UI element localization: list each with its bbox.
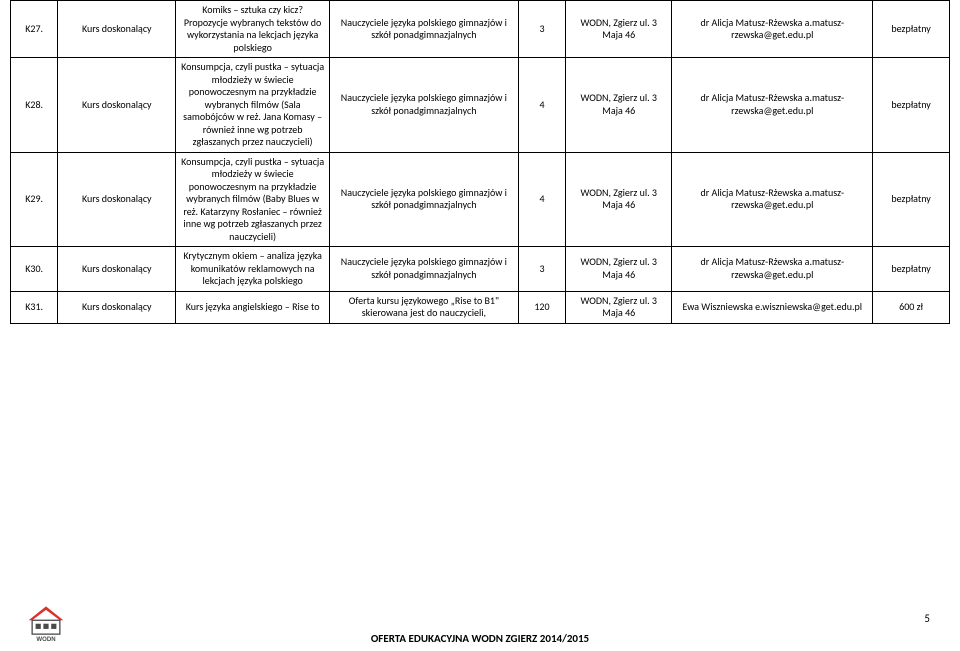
cell-type: Kurs doskonalący [58, 152, 176, 247]
cell-contact: dr Alicja Matusz-Rżewska a.matusz-rzewsk… [672, 152, 873, 247]
cell-contact: dr Alicja Matusz-Rżewska a.matusz-rzewsk… [672, 247, 873, 292]
cell-contact: dr Alicja Matusz-Rżewska a.matusz-rzewsk… [672, 58, 873, 153]
cell-loc: WODN, Zgierz ul. 3 Maja 46 [566, 58, 672, 153]
cell-loc: WODN, Zgierz ul. 3 Maja 46 [566, 291, 672, 323]
svg-text:WODN: WODN [36, 637, 55, 643]
course-table: K27.Kurs doskonalącyKomiks – sztuka czy … [10, 0, 950, 324]
cell-desc: Konsumpcja, czyli pustka – sytuacja młod… [176, 58, 330, 153]
cell-loc: WODN, Zgierz ul. 3 Maja 46 [566, 247, 672, 292]
cell-price: bezpłatny [873, 1, 950, 58]
cell-type: Kurs doskonalący [58, 58, 176, 153]
cell-hours: 4 [518, 58, 565, 153]
cell-code: K31. [11, 291, 58, 323]
cell-target: Nauczyciele języka polskiego gimnazjów i… [329, 58, 518, 153]
cell-target: Oferta kursu językowego „Rise to B1" ski… [329, 291, 518, 323]
table-row: K28.Kurs doskonalącyKonsumpcja, czyli pu… [11, 58, 950, 153]
cell-desc: Konsumpcja, czyli pustka – sytuacja młod… [176, 152, 330, 247]
cell-hours: 3 [518, 1, 565, 58]
cell-price: 600 zł [873, 291, 950, 323]
page-number: 5 [924, 612, 930, 625]
cell-desc: Kurs języka angielskiego – Rise to [176, 291, 330, 323]
cell-loc: WODN, Zgierz ul. 3 Maja 46 [566, 1, 672, 58]
cell-type: Kurs doskonalący [58, 247, 176, 292]
cell-desc: Krytycznym okiem – analiza języka komuni… [176, 247, 330, 292]
cell-type: Kurs doskonalący [58, 291, 176, 323]
cell-code: K30. [11, 247, 58, 292]
footer: OFERTA EDUKACYJNA WODN ZGIERZ 2014/2015 [0, 632, 960, 645]
table-row: K30.Kurs doskonalącyKrytycznym okiem – a… [11, 247, 950, 292]
cell-hours: 3 [518, 247, 565, 292]
wodn-logo: WODN [20, 601, 72, 643]
cell-hours: 4 [518, 152, 565, 247]
cell-target: Nauczyciele języka polskiego gimnazjów i… [329, 247, 518, 292]
cell-desc: Komiks – sztuka czy kicz? Propozycje wyb… [176, 1, 330, 58]
cell-hours: 120 [518, 291, 565, 323]
cell-code: K28. [11, 58, 58, 153]
cell-target: Nauczyciele języka polskiego gimnazjów i… [329, 152, 518, 247]
cell-code: K27. [11, 1, 58, 58]
footer-title: OFERTA EDUKACYJNA WODN ZGIERZ 2014/2015 [0, 632, 960, 645]
cell-contact: dr Alicja Matusz-Rżewska a.matusz-rzewsk… [672, 1, 873, 58]
cell-price: bezpłatny [873, 58, 950, 153]
cell-contact: Ewa Wiszniewska e.wiszniewska@get.edu.pl [672, 291, 873, 323]
cell-code: K29. [11, 152, 58, 247]
cell-loc: WODN, Zgierz ul. 3 Maja 46 [566, 152, 672, 247]
cell-price: bezpłatny [873, 247, 950, 292]
table-row: K27.Kurs doskonalącyKomiks – sztuka czy … [11, 1, 950, 58]
cell-target: Nauczyciele języka polskiego gimnazjów i… [329, 1, 518, 58]
cell-type: Kurs doskonalący [58, 1, 176, 58]
table-row: K31.Kurs doskonalącyKurs języka angielsk… [11, 291, 950, 323]
cell-price: bezpłatny [873, 152, 950, 247]
table-row: K29.Kurs doskonalącyKonsumpcja, czyli pu… [11, 152, 950, 247]
